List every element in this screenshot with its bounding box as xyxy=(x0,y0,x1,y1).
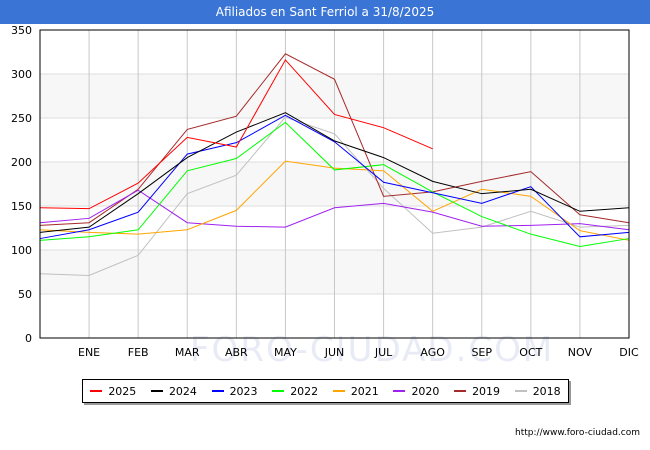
x-tick-label: SEP xyxy=(471,346,492,359)
legend: 2025 2024 2023 2022 2021 2020 2019 2018 xyxy=(82,379,569,403)
legend-label: 2022 xyxy=(290,384,319,398)
x-tick-label: JUL xyxy=(374,346,393,359)
legend-swatch xyxy=(332,390,345,392)
legend-item-2025: 2025 xyxy=(90,385,136,398)
legend-swatch xyxy=(211,390,224,392)
series-line-2022 xyxy=(39,121,630,247)
series-line-2020 xyxy=(39,189,630,231)
legend-swatch xyxy=(393,390,406,392)
x-tick-label: MAY xyxy=(274,346,297,359)
y-tick-label: 100 xyxy=(11,244,32,257)
legend-item-2020: 2020 xyxy=(393,385,439,398)
legend-label: 2018 xyxy=(532,384,561,398)
y-tick-label: 200 xyxy=(11,156,32,169)
legend-item-2023: 2023 xyxy=(211,384,258,398)
legend-label: 2021 xyxy=(350,384,379,398)
x-tick-label: FEB xyxy=(128,346,149,359)
legend-swatch xyxy=(272,390,285,392)
legend-label: 2020 xyxy=(411,384,440,398)
legend-swatch xyxy=(454,390,467,392)
x-tick-label: DIC xyxy=(619,346,639,359)
series-line-2023 xyxy=(39,114,630,240)
legend-swatch xyxy=(90,390,103,392)
legend-swatch xyxy=(514,390,527,392)
legend-item-2018: 2018 xyxy=(514,384,561,398)
y-tick-label: 0 xyxy=(25,332,32,345)
x-tick-label: ABR xyxy=(225,346,248,359)
x-tick-label: AGO xyxy=(420,346,445,359)
watermark: FORO-CIUDAD.COM xyxy=(190,330,555,370)
legend-item-2024: 2024 xyxy=(150,384,197,398)
y-tick-label: 50 xyxy=(18,288,32,301)
legend-item-2019: 2019 xyxy=(454,385,500,398)
y-tick-label: 150 xyxy=(11,200,32,213)
y-tick-label: 250 xyxy=(11,112,32,125)
legend-label: 2023 xyxy=(229,384,258,398)
legend-label: 2019 xyxy=(472,384,501,398)
legend-label: 2024 xyxy=(168,384,197,398)
x-tick-label: ENE xyxy=(78,346,100,359)
series-line-2024 xyxy=(39,112,630,233)
plot-border xyxy=(39,29,630,339)
series-line-2021 xyxy=(39,160,630,241)
series-line-2025 xyxy=(39,59,433,210)
chart-title: Afiliados en Sant Ferriol a 31/8/2025 xyxy=(0,0,650,24)
series-line-2018 xyxy=(39,116,630,277)
legend-swatch xyxy=(150,390,163,392)
legend-label: 2025 xyxy=(108,384,137,398)
x-tick-label: OCT xyxy=(519,346,542,359)
x-tick-label: NOV xyxy=(568,346,593,359)
x-tick-label: JUN xyxy=(324,346,345,359)
y-tick-label: 350 xyxy=(11,24,32,37)
series-line-2019 xyxy=(39,53,630,226)
source-url[interactable]: http://www.foro-ciudad.com xyxy=(515,428,640,438)
legend-item-2022: 2022 xyxy=(272,385,318,398)
y-tick-label: 300 xyxy=(11,68,32,81)
legend-item-2021: 2021 xyxy=(332,384,379,398)
x-tick-label: MAR xyxy=(175,346,200,359)
